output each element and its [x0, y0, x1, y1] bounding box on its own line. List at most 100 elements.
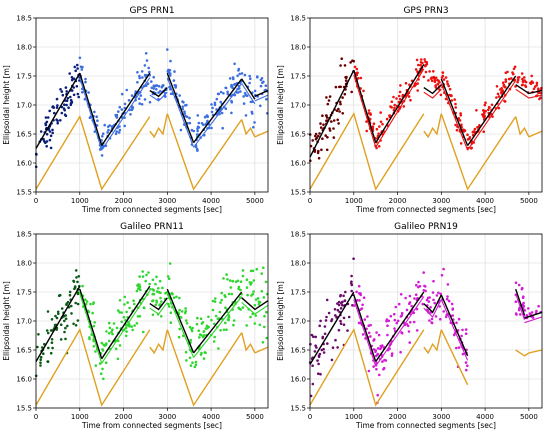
data-point [230, 292, 234, 296]
data-point [224, 295, 227, 299]
data-point [388, 114, 392, 118]
data-point [317, 362, 320, 366]
data-point [81, 91, 84, 94]
data-point [37, 333, 40, 336]
data-point [123, 303, 126, 306]
data-point [409, 98, 412, 102]
data-point [325, 298, 329, 302]
trend-line [353, 294, 377, 362]
data-point [249, 315, 252, 319]
data-point [76, 319, 80, 322]
data-point [319, 319, 322, 323]
data-point [410, 304, 413, 308]
data-point [375, 127, 379, 131]
y-tick-label: 15.5 [16, 405, 32, 413]
data-point [210, 126, 213, 130]
fit-line [423, 88, 442, 99]
data-point [239, 308, 242, 311]
data-point [148, 70, 151, 74]
data-point [522, 301, 525, 305]
data-point [454, 106, 458, 109]
data-point [169, 59, 172, 63]
data-point [70, 78, 74, 82]
data-point [135, 322, 139, 325]
data-point [523, 76, 526, 79]
data-point [461, 328, 464, 332]
data-point [464, 332, 468, 336]
data-point [46, 331, 50, 335]
data-point [417, 280, 420, 284]
data-point [394, 305, 398, 309]
data-point [191, 326, 194, 330]
data-point [414, 68, 418, 71]
data-point [396, 319, 400, 323]
data-point [497, 95, 501, 98]
data-point [57, 294, 61, 298]
data-point [340, 301, 343, 305]
data-point [166, 275, 170, 278]
trend-line [423, 294, 442, 314]
data-point [92, 324, 96, 328]
data-point [253, 89, 257, 93]
data-point [386, 324, 389, 328]
data-point [198, 336, 201, 339]
data-point [438, 81, 441, 84]
data-point [206, 115, 209, 119]
data-point [160, 85, 164, 89]
data-point [464, 361, 468, 364]
data-point [433, 301, 437, 305]
data-point [63, 319, 66, 323]
data-point [196, 149, 199, 152]
data-point [196, 129, 199, 133]
data-point [459, 112, 462, 115]
data-point [160, 315, 163, 318]
data-point [416, 82, 420, 85]
data-point [399, 84, 402, 87]
data-point [514, 300, 518, 304]
trend-line [524, 311, 543, 319]
data-point [70, 101, 74, 104]
data-point [324, 134, 328, 137]
data-point [107, 339, 111, 343]
y-tick-label: 18.0 [16, 44, 32, 52]
data-point [265, 97, 268, 101]
data-point [215, 97, 219, 101]
data-point [262, 266, 265, 270]
data-point [47, 346, 50, 350]
data-point [46, 116, 50, 119]
data-point [350, 90, 354, 94]
data-point [195, 133, 199, 136]
data-point [112, 322, 116, 325]
data-point [460, 334, 463, 338]
data-point [237, 285, 241, 289]
data-point [211, 106, 214, 110]
data-point [243, 73, 247, 77]
data-point [517, 308, 521, 312]
data-point [179, 128, 183, 132]
data-point [397, 302, 401, 306]
data-point [218, 310, 222, 314]
trend-line [101, 285, 151, 360]
data-point [45, 145, 48, 148]
data-point [336, 346, 339, 349]
model-line [35, 113, 269, 191]
data-point [446, 80, 449, 83]
data-point [200, 122, 204, 125]
data-point [475, 109, 478, 112]
data-point [339, 64, 342, 67]
data-point [379, 111, 383, 114]
data-point [114, 347, 118, 351]
data-point [260, 77, 264, 80]
data-point [434, 85, 438, 89]
data-point [400, 311, 404, 315]
data-point [222, 328, 226, 332]
data-point [472, 130, 476, 133]
data-point [69, 98, 73, 102]
data-point [430, 79, 434, 83]
data-point [194, 363, 198, 367]
data-point [211, 308, 215, 312]
data-point [256, 297, 260, 300]
data-point [196, 114, 200, 117]
data-point [260, 272, 264, 275]
data-point [104, 361, 108, 365]
